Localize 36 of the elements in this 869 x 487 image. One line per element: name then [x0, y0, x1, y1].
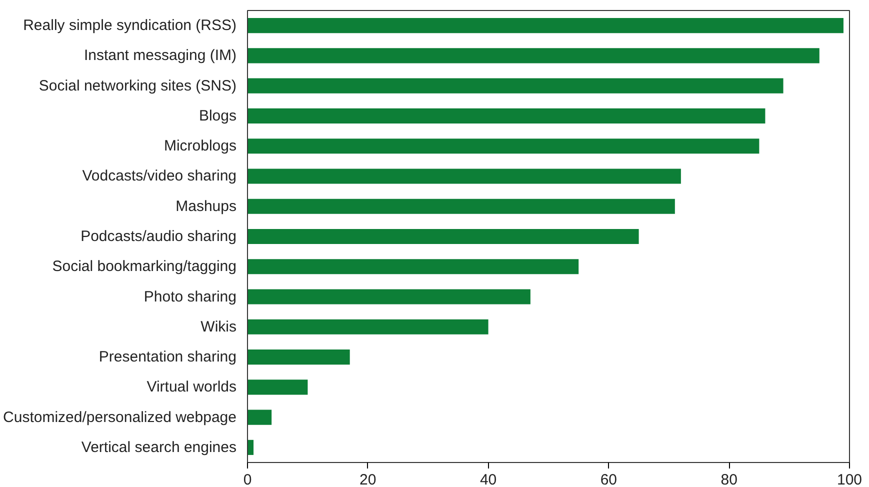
bar — [248, 410, 272, 425]
bar — [248, 198, 675, 214]
x-tick-label: 0 — [243, 472, 252, 487]
bar — [248, 168, 681, 184]
y-tick-label: Blogs — [198, 107, 237, 124]
x-tick-label: 100 — [836, 472, 862, 487]
x-tick-label: 20 — [360, 472, 376, 487]
y-tick-label: Wikis — [200, 318, 237, 336]
bar — [248, 18, 844, 34]
y-tick-label: Virtual worlds — [146, 378, 237, 396]
y-tick-label: Instant messaging (IM) — [84, 47, 237, 64]
bar — [248, 440, 254, 455]
bar — [248, 289, 530, 304]
y-tick-label: Customized/personalized webpage — [3, 408, 237, 426]
bar — [248, 138, 760, 154]
y-tick-label: Presentation sharing — [98, 348, 237, 366]
bar — [248, 48, 820, 64]
x-tick-label: 40 — [480, 472, 497, 487]
y-tick-label: Social bookmarking/tagging — [52, 258, 237, 276]
y-tick-label: Photo sharing — [144, 288, 237, 306]
y-tick-label: Vertical search engines — [81, 438, 237, 456]
bar — [248, 228, 639, 244]
bar — [248, 108, 766, 124]
y-tick-label: Mashups — [176, 198, 237, 215]
y-tick-label: Really simple syndication (RSS) — [23, 17, 237, 34]
y-tick-label: Vodcasts/video sharing — [82, 168, 237, 185]
bar — [248, 78, 784, 94]
y-tick-label: Social networking sites (SNS) — [38, 77, 237, 94]
bar — [248, 319, 488, 334]
x-tick-label: 60 — [600, 472, 618, 487]
y-tick-label: Microblogs — [164, 138, 237, 155]
x-tick-label: 80 — [720, 472, 738, 487]
bar — [248, 380, 308, 395]
bar — [248, 350, 350, 365]
y-tick-label: Podcasts/audio sharing — [80, 228, 237, 245]
bar — [248, 259, 579, 274]
